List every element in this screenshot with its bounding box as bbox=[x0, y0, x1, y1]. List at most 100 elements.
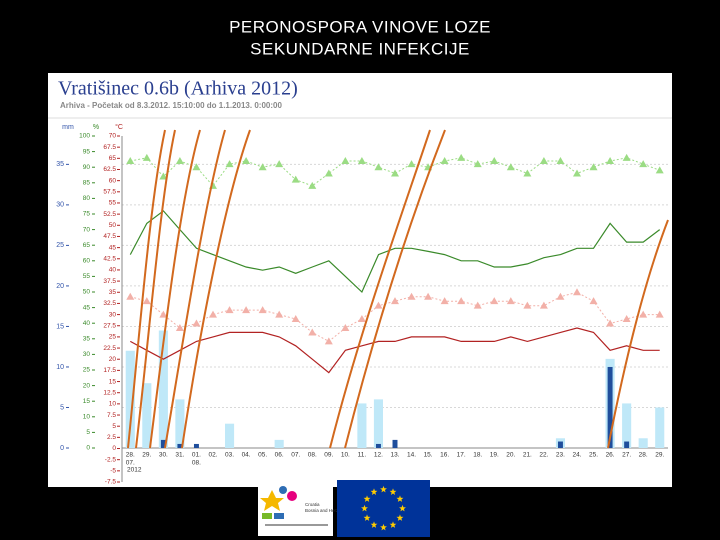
eu-star bbox=[380, 523, 387, 531]
x-tick-label: 29. bbox=[655, 452, 664, 459]
x-tick-label: 17. bbox=[457, 452, 466, 459]
bar bbox=[375, 443, 381, 448]
eu-star bbox=[380, 485, 387, 493]
eu-star bbox=[389, 521, 397, 528]
chart-subtitle: Arhiva - Početak od 8.3.2012. 15:10:00 d… bbox=[60, 101, 282, 110]
y3-tick-label: 22.5 bbox=[103, 345, 116, 352]
bar bbox=[638, 438, 648, 448]
bar bbox=[177, 443, 183, 448]
marker bbox=[225, 306, 234, 314]
marker bbox=[357, 315, 366, 323]
marker bbox=[606, 319, 615, 327]
y-tick-label: 15 bbox=[56, 323, 64, 330]
y2-tick-label: 30 bbox=[83, 351, 91, 358]
y3-tick-label: 25 bbox=[109, 334, 117, 341]
marker bbox=[159, 172, 168, 180]
y3-tick-label: 15 bbox=[109, 378, 117, 385]
marker bbox=[407, 292, 416, 300]
y-tick-label: 30 bbox=[56, 202, 64, 209]
infection-curve bbox=[164, 129, 226, 449]
marker bbox=[655, 310, 664, 318]
marker bbox=[639, 160, 648, 168]
y3-tick-label: 2.5 bbox=[107, 434, 116, 441]
line bbox=[130, 291, 660, 342]
x-tick-label: 18. bbox=[473, 452, 482, 459]
y2-tick-label: 5 bbox=[86, 429, 90, 436]
marker bbox=[622, 315, 631, 323]
plot: 0510152025303505101520253035404550556065… bbox=[56, 133, 668, 486]
eu-star bbox=[363, 495, 371, 502]
x-tick-label: 23. bbox=[556, 452, 565, 459]
marker bbox=[225, 160, 234, 168]
y2-tick-label: 40 bbox=[83, 320, 91, 327]
y2-tick-label: 80 bbox=[83, 195, 91, 202]
marker bbox=[556, 156, 565, 164]
marker bbox=[258, 306, 267, 314]
marker bbox=[407, 160, 416, 168]
marker bbox=[457, 297, 466, 305]
x-tick-label: 03. bbox=[225, 452, 234, 459]
y3-tick-label: 10 bbox=[109, 401, 117, 408]
bar bbox=[274, 439, 284, 448]
marker bbox=[242, 156, 251, 164]
x-tick-label: 19. bbox=[490, 452, 499, 459]
eu-star bbox=[361, 504, 368, 512]
x-tick-label: 11. bbox=[358, 452, 367, 459]
y2-tick-label: 100 bbox=[79, 133, 90, 140]
eu-star bbox=[363, 514, 371, 521]
y2-tick-label: 0 bbox=[86, 445, 90, 452]
y3-tick-label: 32.5 bbox=[103, 300, 116, 307]
marker bbox=[126, 156, 135, 164]
x-tick-label: 07. bbox=[291, 452, 300, 459]
y3-tick-label: -2.5 bbox=[105, 456, 117, 463]
y-tick-label: 0 bbox=[60, 445, 64, 452]
marker bbox=[506, 297, 515, 305]
month-label: 07. bbox=[126, 460, 135, 467]
marker bbox=[391, 297, 399, 305]
bar bbox=[624, 441, 630, 448]
marker bbox=[275, 310, 284, 318]
y2-tick-label: 70 bbox=[83, 226, 91, 233]
marker bbox=[308, 181, 317, 189]
bar bbox=[357, 403, 367, 448]
y2-tick-label: 95 bbox=[83, 148, 91, 155]
x-tick-label: 06. bbox=[275, 452, 284, 459]
y2-tick-label: 20 bbox=[83, 382, 91, 389]
y3-tick-label: 30 bbox=[109, 311, 117, 318]
y2-tick-label: 60 bbox=[83, 258, 91, 265]
marker bbox=[159, 310, 168, 318]
partner-logo: Croatia Bosnia and Herzegovina bbox=[258, 480, 355, 536]
marker bbox=[556, 292, 565, 300]
marker bbox=[473, 160, 482, 168]
marker bbox=[424, 292, 433, 300]
x-tick-label: 02. bbox=[208, 452, 217, 459]
bar bbox=[175, 399, 185, 448]
bar bbox=[160, 439, 166, 448]
marker bbox=[473, 301, 482, 309]
marker bbox=[192, 163, 201, 171]
bar bbox=[392, 439, 398, 448]
marker bbox=[639, 310, 648, 318]
marker bbox=[457, 153, 466, 161]
marker bbox=[523, 301, 532, 309]
x-tick-label: 13. bbox=[390, 452, 399, 459]
axis-unit: % bbox=[93, 124, 99, 131]
y3-tick-label: 37.5 bbox=[103, 278, 116, 285]
infection-curve bbox=[181, 129, 251, 449]
marker bbox=[374, 301, 383, 309]
marker bbox=[175, 156, 184, 164]
y2-tick-label: 25 bbox=[83, 367, 91, 374]
y3-tick-label: 5 bbox=[112, 423, 116, 430]
y3-tick-label: 65 bbox=[109, 155, 117, 162]
x-tick-label: 08. bbox=[308, 452, 317, 459]
y3-tick-label: -7.5 bbox=[105, 479, 117, 486]
infection-curve bbox=[149, 129, 201, 449]
x-tick-label: 21. bbox=[523, 452, 532, 459]
infection-curve bbox=[329, 129, 431, 449]
y3-tick-label: 42.5 bbox=[103, 255, 116, 262]
y2-tick-label: 45 bbox=[83, 304, 91, 311]
x-tick-label: 26. bbox=[606, 452, 615, 459]
infection-curves bbox=[127, 129, 669, 449]
eu-stars bbox=[361, 485, 406, 531]
